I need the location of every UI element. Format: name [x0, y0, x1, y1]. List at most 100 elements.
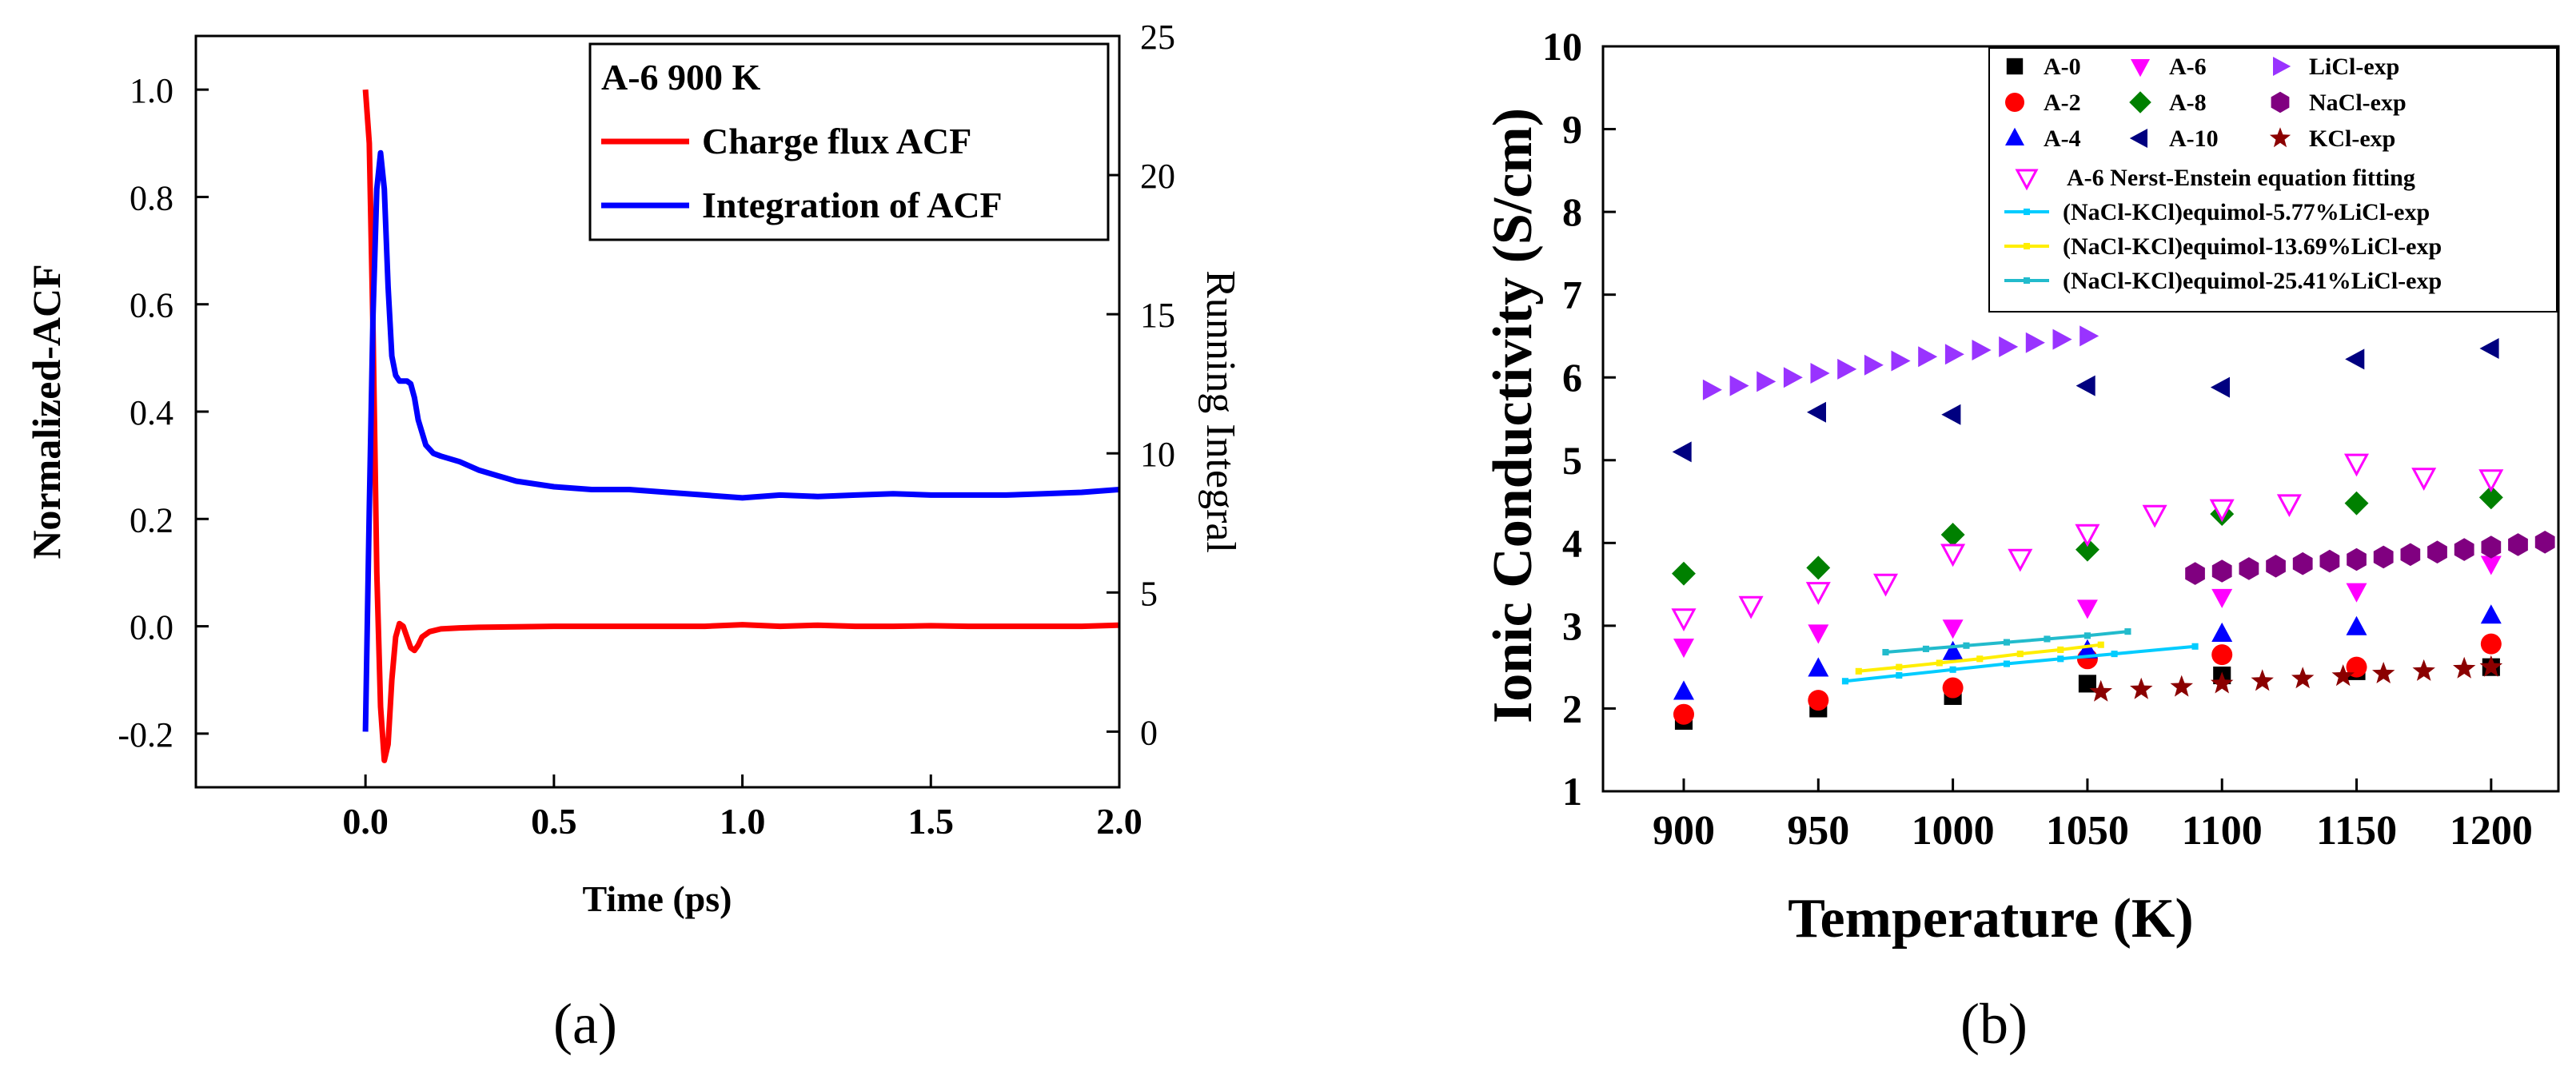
- data-point-nacl-exp: [2454, 538, 2474, 561]
- panel-a-y-tick-label: 0.2: [130, 500, 173, 540]
- data-point-a-8: [1672, 561, 1696, 586]
- data-point-nacl-kcl-equimol-13-69-licl-exp: [1976, 655, 1984, 663]
- data-point-licl-exp: [1810, 363, 1830, 384]
- data-point-nacl-kcl-equimol-13-69-licl-exp: [2057, 646, 2064, 653]
- data-point-a-6: [2211, 588, 2233, 608]
- data-point-a-6-nerst-enstein-equation-fitting: [2209, 499, 2235, 523]
- data-point-nacl-kcl-equimol-25-41-licl-exp: [1922, 645, 1929, 652]
- panel-a-x-tick-label: 1.0: [720, 801, 766, 842]
- series-a-6: [1673, 555, 2502, 659]
- panel-b-x-tick-label: 1150: [2316, 808, 2397, 854]
- data-point-kcl-exp: [2291, 667, 2315, 689]
- data-point-a-8: [1806, 555, 1831, 580]
- data-point-a-10: [1807, 401, 1826, 423]
- panel-b-x-tick-label: 1200: [2450, 808, 2533, 854]
- data-point-kcl-exp: [2089, 679, 2112, 702]
- data-point-a-6: [2076, 599, 2098, 619]
- data-point-nacl-kcl-equimol-5-77-licl-exp: [2057, 655, 2064, 663]
- data-point-nacl-exp: [2427, 540, 2447, 563]
- data-point-a-10: [1672, 441, 1692, 463]
- panel-a-y-axis-label: Normalized-ACF: [24, 264, 69, 559]
- panel-label-a: (a): [553, 992, 617, 1056]
- legend-entry-nacl-kcl-equimol-25-41-licl-exp-label: (NaCl-KCl)equimol-25.41%LiCl-exp: [2063, 268, 2442, 294]
- series-line-charge-flux-acf: [362, 89, 1120, 763]
- data-point-a-8: [1940, 523, 1965, 547]
- legend-entry-licl-exp-label: LiCl-exp: [2309, 54, 2399, 80]
- series-nacl-kcl-equimol-25-41-licl-exp: [1882, 628, 2131, 656]
- data-point-a-2: [1942, 677, 1964, 699]
- legend-entry-a-10-marker: [2129, 129, 2147, 148]
- data-point-nacl-kcl-equimol-13-69-licl-exp: [2016, 651, 2024, 658]
- series-a-4: [1673, 604, 2502, 700]
- panel-b-x-tick-label: 1100: [2182, 808, 2263, 854]
- data-point-nacl-exp: [2373, 545, 2394, 569]
- data-point-nacl-kcl-equimol-5-77-licl-exp: [2191, 643, 2199, 650]
- panel-b-y-tick-label: 2: [1562, 686, 1582, 731]
- series-line-integration-of-acf: [362, 149, 1120, 732]
- panel-a-y-tick-label: 0.0: [130, 608, 173, 647]
- data-point-nacl-kcl-equimol-13-69-licl-exp: [2097, 641, 2104, 648]
- legend-label-charge-flux-acf: Charge flux ACF: [702, 121, 971, 161]
- data-point-licl-exp: [1783, 367, 1803, 388]
- data-point-nacl-kcl-equimol-13-69-licl-exp: [1936, 659, 1943, 667]
- data-point-a-6-nerst-enstein-equation-fitting: [2075, 524, 2100, 547]
- panel-a-y2-tick-label: 10: [1140, 435, 1175, 474]
- panel-b-x-tick-label: 950: [1787, 808, 1849, 854]
- legend-entry-a-10-label: A-10: [2169, 125, 2219, 152]
- legend-entry-a-4-marker: [2005, 127, 2024, 145]
- data-point-nacl-kcl-equimol-5-77-licl-exp: [1949, 666, 1956, 673]
- panel-b-y-tick-label: 6: [1562, 355, 1582, 400]
- series-a-6-nerst-enstein-equation-fitting: [1671, 453, 2504, 631]
- data-point-a-6-nerst-enstein-equation-fitting: [1738, 595, 1764, 619]
- legend-entry-a-2-label: A-2: [2044, 90, 2081, 116]
- data-point-a-10: [2210, 376, 2230, 398]
- data-point-licl-exp: [1729, 375, 1749, 396]
- data-point-a-2: [2211, 644, 2233, 666]
- data-point-licl-exp: [1702, 379, 1722, 400]
- data-point-nacl-exp: [2481, 536, 2502, 559]
- data-point-a-6-nerst-enstein-equation-fitting: [2478, 469, 2504, 493]
- series-nacl-kcl-equimol-5-77-licl-exp: [1841, 643, 2199, 685]
- panel-b-y-tick-label: 10: [1542, 24, 1582, 69]
- data-point-licl-exp: [1837, 358, 1857, 380]
- panel-a-chart: 0.0 0.5 1.0 1.5 2.0 -0.2 0.0 0.2 0.4 0.6 0.8 1.0 0 5 1…: [24, 18, 1243, 919]
- panel-a-y2-tick-label: 0: [1140, 713, 1158, 752]
- data-point-a-6-nerst-enstein-equation-fitting: [1671, 608, 1697, 631]
- data-point-a-6-nerst-enstein-equation-fitting: [1940, 543, 1966, 567]
- panel-b-x-tick-label: 1000: [1912, 808, 1995, 854]
- panel-b-y-tick-label: 8: [1562, 189, 1582, 234]
- legend-entry-a-0-label: A-0: [2044, 54, 2081, 80]
- panel-a-x-tick-label: 0.5: [531, 801, 577, 842]
- data-point-a-2: [2346, 656, 2367, 678]
- data-point-a-2: [2480, 633, 2502, 655]
- data-point-kcl-exp: [2130, 677, 2153, 699]
- legend-entry-a-6-nerst-enstein-equation-fitting-label: A-6 Nerst-Enstein equation fitting: [2067, 165, 2415, 191]
- panel-a-y-tick-label: -0.2: [118, 715, 173, 755]
- data-point-a-6-nerst-enstein-equation-fitting: [2142, 504, 2167, 528]
- legend-entry-nacl-kcl-equimol-13-69-licl-exp-label: (NaCl-KCl)equimol-13.69%LiCl-exp: [2063, 233, 2442, 260]
- data-point-nacl-kcl-equimol-5-77-licl-exp: [2003, 660, 2010, 667]
- data-point-a-6-nerst-enstein-equation-fitting: [1872, 573, 1899, 597]
- data-point-nacl-kcl-equimol-5-77-licl-exp: [1841, 678, 1849, 685]
- panel-b-y-tick-label: 9: [1562, 107, 1582, 152]
- panel-a-y2-tick-label: 15: [1140, 296, 1175, 335]
- legend-entry-nacl-exp-label: NaCl-exp: [2309, 90, 2407, 116]
- panel-a-y-tick-label: 0.4: [130, 393, 173, 432]
- data-point-nacl-kcl-equimol-25-41-licl-exp: [2003, 639, 2010, 646]
- data-point-a-6-nerst-enstein-equation-fitting: [2343, 453, 2370, 477]
- legend-entry-nacl-kcl-equimol-5-77-licl-exp-label: (NaCl-KCl)equimol-5.77%LiCl-exp: [2063, 199, 2430, 225]
- data-point-a-10: [1941, 404, 1961, 425]
- data-point-kcl-exp: [2412, 659, 2435, 681]
- data-point-licl-exp: [2080, 325, 2099, 347]
- panel-label-b: (b): [1960, 992, 2028, 1056]
- legend-entry-a-2-marker: [2005, 93, 2024, 112]
- panel-a-legend: A-6 900 K Charge flux ACF Integration of…: [588, 42, 1110, 241]
- data-point-a-6: [1673, 639, 1694, 659]
- data-point-kcl-exp: [2372, 662, 2395, 683]
- panel-a-y2-tick-label: 25: [1140, 18, 1175, 57]
- data-point-nacl-exp: [2347, 547, 2367, 571]
- legend-entry-nacl-kcl-equimol-13-69-licl-exp-marker: [2023, 242, 2031, 250]
- data-point-nacl-kcl-equimol-25-41-licl-exp: [2124, 628, 2131, 635]
- data-point-a-2: [1808, 690, 1829, 711]
